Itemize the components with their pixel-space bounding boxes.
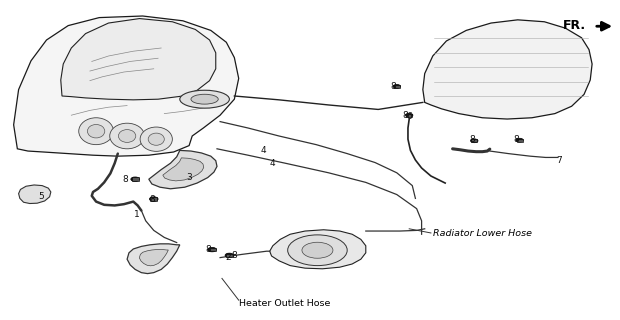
Ellipse shape <box>148 133 164 145</box>
Text: 3: 3 <box>186 173 192 182</box>
Text: 2: 2 <box>225 253 231 262</box>
Ellipse shape <box>140 127 172 151</box>
Polygon shape <box>140 250 168 266</box>
Polygon shape <box>163 158 204 181</box>
Text: 8: 8 <box>122 175 128 184</box>
Polygon shape <box>149 150 217 189</box>
Polygon shape <box>270 230 366 269</box>
Ellipse shape <box>180 90 229 108</box>
Circle shape <box>405 113 413 117</box>
Text: 7: 7 <box>556 156 562 164</box>
Text: FR.: FR. <box>562 19 586 32</box>
Text: 5: 5 <box>38 192 44 201</box>
Circle shape <box>288 235 347 266</box>
Circle shape <box>302 242 333 258</box>
Polygon shape <box>423 20 592 119</box>
Circle shape <box>393 84 401 88</box>
Text: 8: 8 <box>149 195 156 204</box>
Bar <box>471 139 477 142</box>
Text: 8: 8 <box>513 135 519 144</box>
Polygon shape <box>19 185 51 204</box>
Text: Radiator Lower Hose: Radiator Lower Hose <box>433 229 532 238</box>
Circle shape <box>516 138 523 142</box>
Bar <box>131 177 139 181</box>
Text: Heater Outlet Hose: Heater Outlet Hose <box>239 300 330 308</box>
Text: 8: 8 <box>231 252 237 260</box>
Text: 8: 8 <box>402 111 409 120</box>
Bar <box>394 85 400 88</box>
Bar <box>150 197 157 201</box>
Circle shape <box>471 139 478 143</box>
Ellipse shape <box>191 94 218 104</box>
Text: 6: 6 <box>406 112 412 121</box>
Ellipse shape <box>118 130 136 142</box>
Bar <box>226 253 233 257</box>
Bar <box>516 139 523 142</box>
Bar <box>208 248 216 252</box>
Text: 1: 1 <box>133 210 140 219</box>
Polygon shape <box>61 19 216 100</box>
Ellipse shape <box>79 118 113 145</box>
Ellipse shape <box>110 123 144 149</box>
Text: 8: 8 <box>469 135 476 144</box>
Bar <box>406 114 412 117</box>
Text: 4: 4 <box>270 159 276 168</box>
Polygon shape <box>14 16 239 156</box>
Polygon shape <box>127 244 180 274</box>
Circle shape <box>131 177 140 181</box>
Text: 4: 4 <box>260 146 267 155</box>
Text: 8: 8 <box>205 245 211 254</box>
Text: 8: 8 <box>390 82 396 91</box>
Circle shape <box>208 247 216 252</box>
Ellipse shape <box>87 124 105 138</box>
Circle shape <box>225 253 234 258</box>
Circle shape <box>149 197 158 201</box>
